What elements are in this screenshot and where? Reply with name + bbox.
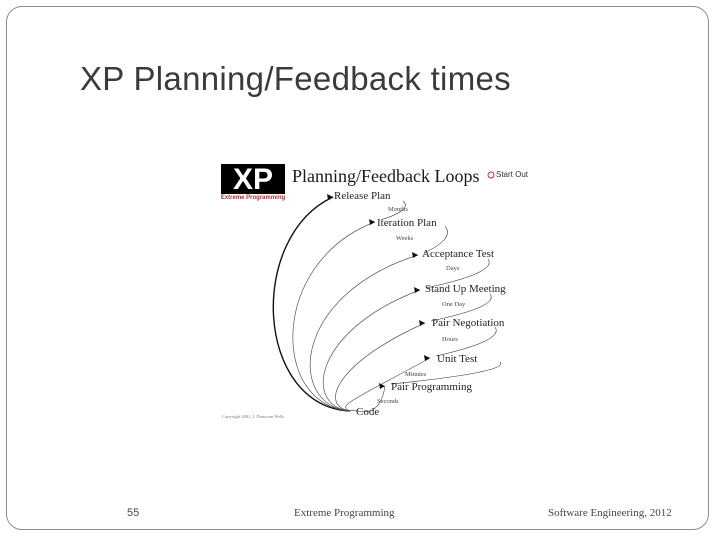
- time-label: Hours: [442, 336, 458, 343]
- logo-caption: Extreme Programming: [221, 195, 286, 201]
- loop-arrowhead: [369, 219, 375, 225]
- time-label: Days: [446, 265, 460, 272]
- footer-course-year: Software Engineering, 2012: [548, 507, 672, 519]
- brand-icon: [487, 171, 495, 179]
- loop-arrowhead: [379, 383, 385, 389]
- loop-arrowhead: [424, 355, 430, 361]
- stage-label: Pair Negotiation: [432, 317, 505, 329]
- loop-arc: [272, 196, 351, 412]
- stage-label: Unit Test: [437, 353, 477, 365]
- loop-arrowhead: [327, 194, 333, 200]
- descend-arrow: [423, 225, 448, 254]
- stage-label: Pair Programming: [391, 381, 472, 393]
- time-label: Minutes: [405, 371, 427, 378]
- slide-number: 55: [127, 507, 140, 519]
- descend-arrow: [430, 293, 492, 322]
- loop-arc: [349, 385, 386, 413]
- stage-label: Stand Up Meeting: [425, 283, 506, 295]
- descend-arrow: [425, 258, 490, 289]
- footer-course: Extreme Programming: [294, 507, 395, 519]
- brand-tag: Start Out: [496, 170, 529, 179]
- diagram-heading: Planning/Feedback Loops: [292, 166, 479, 186]
- loop-arc: [292, 221, 376, 412]
- loop-arc: [345, 357, 431, 412]
- loop-arrowhead: [414, 287, 420, 293]
- stage-label: Acceptance Test: [422, 248, 494, 260]
- stage-label: Release Plan: [334, 190, 391, 202]
- descend-arrow: [390, 361, 502, 385]
- xp-logo: XP Extreme Programming: [221, 163, 286, 201]
- loop-arc: [335, 322, 426, 412]
- slide-frame: [6, 6, 709, 530]
- time-label: One Day: [442, 301, 466, 308]
- loop-arrowhead: [412, 252, 418, 258]
- logo-text: XP: [233, 163, 273, 196]
- time-label: Weeks: [396, 235, 414, 242]
- feedback-loops: Release Plan Months Iteration Plan Weeks Acc…: [272, 190, 506, 418]
- descend-arrow: [380, 200, 406, 221]
- time-label: Months: [388, 206, 408, 213]
- descend-arrow: [435, 326, 497, 357]
- stage-label: Code: [356, 406, 379, 418]
- loop-arc: [322, 289, 421, 412]
- loop-arrowhead: [419, 320, 425, 326]
- slide-title: XP Planning/Feedback times: [80, 60, 511, 97]
- stage-label: Iteration Plan: [377, 217, 437, 229]
- copyright-text: Copyright 2001, J. Donovan Wells: [222, 414, 285, 420]
- time-label: Seconds: [377, 398, 399, 405]
